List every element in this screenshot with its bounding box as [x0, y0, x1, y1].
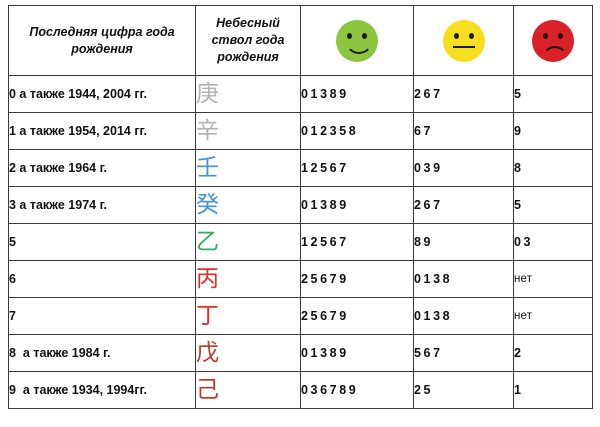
table-row: 2 а также 1964 г. 壬 12567 039 8: [8, 149, 593, 187]
cell-heavenly-stem: 癸: [195, 186, 301, 224]
red-frowning-face-icon: [532, 19, 574, 62]
yellow-neutral-face-icon: [442, 19, 485, 62]
cell-bad-digits: 2: [513, 334, 593, 372]
cell-good-digits: 12567: [300, 149, 414, 187]
cell-birth-year: 6: [8, 260, 196, 298]
header-last-digit-of-birth-year: Последняя цифра года рождения: [8, 5, 196, 76]
header-bad-compatibility: [513, 5, 593, 76]
cell-bad-digits: 9: [513, 112, 593, 150]
table-body: 0 а также 1944, 2004 гг. 庚 01389 267 5 1 а та…: [8, 75, 593, 409]
cell-heavenly-stem: 辛: [195, 112, 301, 150]
header-row: Последняя цифра года рождения Небесный с…: [8, 5, 593, 76]
cell-neutral-digits: 267: [413, 186, 514, 224]
cell-birth-year: 5: [8, 223, 196, 261]
cell-good-digits: 01389: [300, 75, 414, 113]
cell-neutral-digits: 567: [413, 334, 514, 372]
cell-bad-digits: 5: [513, 75, 593, 113]
cell-birth-year: 7: [8, 297, 196, 335]
cell-bad-digits: нет: [513, 260, 593, 298]
cell-birth-year: 9 а также 1934, 1994гг.: [8, 371, 196, 409]
cell-neutral-digits: 267: [413, 75, 514, 113]
cell-birth-year: 8 а также 1984 г.: [8, 334, 196, 372]
cell-heavenly-stem: 乙: [195, 223, 301, 261]
cell-good-digits: 25679: [300, 260, 414, 298]
cell-heavenly-stem: 己: [195, 371, 301, 409]
table-row: 9 а также 1934, 1994гг. 己 036789 25 1: [8, 371, 593, 409]
cell-neutral-digits: 67: [413, 112, 514, 150]
table-row: 8 а также 1984 г. 戊 01389 567 2: [8, 334, 593, 372]
cell-heavenly-stem: 丙: [195, 260, 301, 298]
cell-good-digits: 036789: [300, 371, 414, 409]
header-good-compatibility: [300, 5, 414, 76]
cell-good-digits: 012358: [300, 112, 414, 150]
cell-neutral-digits: 039: [413, 149, 514, 187]
cell-bad-digits: 5: [513, 186, 593, 224]
cell-good-digits: 01389: [300, 186, 414, 224]
table-row: 5 乙 12567 89 03: [8, 223, 593, 261]
compatibility-table: Последняя цифра года рождения Небесный с…: [8, 5, 593, 409]
cell-bad-digits: 8: [513, 149, 593, 187]
cell-heavenly-stem: 壬: [195, 149, 301, 187]
cell-neutral-digits: 25: [413, 371, 514, 409]
table-row: 0 а также 1944, 2004 гг. 庚 01389 267 5: [8, 75, 593, 113]
header-heavenly-stem-of-birth-year: Небесный ствол года рождения: [195, 5, 301, 76]
table-header: Последняя цифра года рождения Небесный с…: [8, 5, 593, 76]
cell-good-digits: 12567: [300, 223, 414, 261]
cell-good-digits: 01389: [300, 334, 414, 372]
cell-neutral-digits: 89: [413, 223, 514, 261]
table-row: 6 丙 25679 0138 нет: [8, 260, 593, 298]
cell-good-digits: 25679: [300, 297, 414, 335]
cell-heavenly-stem: 庚: [195, 75, 301, 113]
cell-birth-year: 3 а также 1974 г.: [8, 186, 196, 224]
cell-heavenly-stem: 丁: [195, 297, 301, 335]
cell-bad-digits: 1: [513, 371, 593, 409]
table-row: 3 а также 1974 г. 癸 01389 267 5: [8, 186, 593, 224]
cell-birth-year: 2 а также 1964 г.: [8, 149, 196, 187]
cell-neutral-digits: 0138: [413, 260, 514, 298]
table-row: 7 丁 25679 0138 нет: [8, 297, 593, 335]
cell-bad-digits: нет: [513, 297, 593, 335]
cell-neutral-digits: 0138: [413, 297, 514, 335]
cell-birth-year: 1 а также 1954, 2014 гг.: [8, 112, 196, 150]
cell-bad-digits: 03: [513, 223, 593, 261]
cell-birth-year: 0 а также 1944, 2004 гг.: [8, 75, 196, 113]
table-row: 1 а также 1954, 2014 гг. 辛 012358 67 9: [8, 112, 593, 150]
cell-heavenly-stem: 戊: [195, 334, 301, 372]
green-smiling-face-icon: [336, 19, 378, 62]
header-neutral-compatibility: [413, 5, 514, 76]
